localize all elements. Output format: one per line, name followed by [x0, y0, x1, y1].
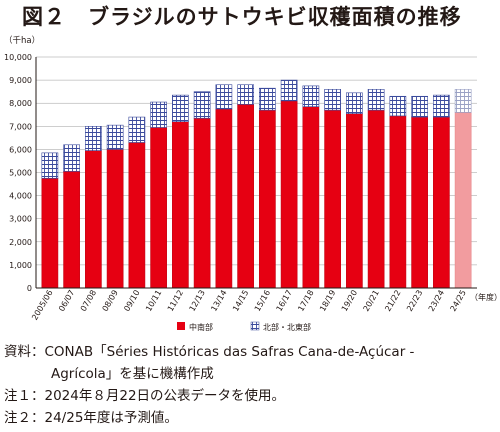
x-tick-label: 15/16 — [253, 289, 272, 313]
bar-north-northeast — [389, 95, 407, 117]
note-1-text: 2024年８月22日の公表データを使用。 — [44, 388, 286, 404]
legend-label-north: 北部・北東部 — [263, 322, 311, 332]
x-tick-label: 11/12 — [166, 289, 185, 313]
y-tick-label: 5,000 — [9, 169, 32, 178]
x-tick-label: 07/08 — [79, 289, 98, 313]
bar-south-central — [411, 116, 428, 289]
bar-chart: 0 1,000 2,000 3,000 4,000 5,000 6,000 7,000 8,00… — [4, 53, 500, 332]
x-axis-ticks: 2005/06 06/07 07/08 08/09 09/10 10/11 11/12 12/… — [30, 289, 468, 322]
bar-north-northeast — [367, 89, 385, 111]
x-tick-label: 19/20 — [340, 289, 359, 313]
grid-lines — [36, 56, 477, 266]
legend: 中南部 北部・北東部 — [177, 321, 311, 332]
bar-south-central — [128, 142, 146, 289]
note-1-label: 注１： — [4, 388, 45, 404]
source-text: CONAB「Séries Históricas das Safras Cana-… — [44, 344, 415, 360]
x-tick-label: 18/19 — [318, 289, 337, 313]
bar-south-central — [150, 127, 167, 289]
bar-north-northeast — [128, 116, 146, 143]
x-tick-label: 16/17 — [275, 289, 294, 313]
bar-south-central — [106, 149, 124, 289]
bar-south-central — [41, 177, 59, 289]
bar-south-central — [259, 109, 276, 289]
note-2-label: 注２： — [4, 410, 45, 426]
x-tick-label: 21/22 — [383, 289, 402, 313]
y-tick-label: 2,000 — [9, 238, 32, 247]
bar-north-northeast — [259, 87, 276, 111]
y-tick-label: 10,000 — [4, 53, 32, 62]
notes: 資料：CONAB「Séries Históricas das Safras Ca… — [4, 341, 498, 429]
x-tick-label: 13/14 — [209, 289, 228, 313]
x-tick-label: 08/09 — [101, 289, 120, 313]
legend-swatch-south — [177, 322, 185, 330]
x-tick-label: 17/18 — [296, 289, 315, 313]
x-unit-label: （年度） — [470, 292, 500, 302]
bar-south-central — [433, 116, 450, 289]
bar-north-northeast — [237, 84, 254, 105]
y-tick-label: 1,000 — [9, 261, 32, 270]
x-tick-label: 14/15 — [231, 289, 250, 313]
legend-swatch-north — [250, 321, 260, 331]
bar-north-northeast — [302, 85, 320, 107]
note-2-text: 24/25年度は予測値。 — [44, 410, 178, 426]
y-axis-ticks: 0 1,000 2,000 3,000 4,000 5,000 6,000 7,000 8,00… — [4, 53, 32, 293]
x-tick-label: 09/10 — [122, 289, 141, 313]
y-tick-label: 4,000 — [9, 192, 32, 201]
bar-south-central — [193, 117, 211, 289]
x-tick-label: 24/25 — [449, 289, 468, 313]
y-tick-label: 8,000 — [9, 99, 32, 108]
bar-north-northeast — [193, 91, 211, 119]
source-note: 資料：CONAB「Séries Históricas das Safras Ca… — [4, 341, 498, 363]
bar-south-central — [346, 113, 363, 289]
x-tick-label: 10/11 — [144, 289, 163, 313]
note-1: 注１：2024年８月22日の公表データを使用。 — [4, 385, 498, 407]
y-tick-label: 9,000 — [9, 76, 32, 85]
bar-south-central — [215, 108, 233, 289]
bar-south-central — [454, 112, 472, 289]
y-tick-label: 3,000 — [9, 215, 32, 224]
bar-south-central — [85, 150, 102, 289]
bars — [41, 79, 472, 289]
x-tick-label: 2005/06 — [30, 289, 54, 322]
bar-north-northeast — [63, 144, 80, 172]
bar-south-central — [237, 104, 254, 289]
x-tick-label: 22/23 — [405, 289, 424, 313]
bar-north-northeast — [411, 95, 428, 118]
legend-label-south: 中南部 — [189, 322, 213, 332]
source-label: 資料： — [4, 344, 45, 360]
bar-south-central — [172, 121, 189, 289]
x-tick-label: 06/07 — [57, 289, 76, 313]
bar-north-northeast — [454, 89, 472, 113]
bar-north-northeast — [215, 84, 233, 110]
y-tick-label: 0 — [27, 284, 32, 293]
y-tick-label: 6,000 — [9, 145, 32, 154]
bar-south-central — [367, 109, 385, 289]
bar-south-central — [389, 115, 407, 289]
x-tick-label: 20/21 — [362, 289, 381, 313]
bar-north-northeast — [172, 94, 189, 122]
source-note-continued: Agrícola」を基に機構作成 — [4, 363, 498, 385]
source-text-continued: Agrícola」を基に機構作成 — [51, 366, 214, 382]
x-tick-label: 23/24 — [427, 289, 446, 313]
bar-north-northeast — [150, 101, 167, 128]
bar-south-central — [280, 100, 298, 289]
bar-north-northeast — [106, 124, 124, 150]
page-title: 図２ ブラジルのサトウキビ収穫面積の推移 — [22, 5, 462, 29]
bar-north-northeast — [324, 89, 341, 111]
bar-south-central — [63, 171, 80, 289]
bar-north-northeast — [346, 92, 363, 114]
y-tick-label: 7,000 — [9, 122, 32, 131]
bar-south-central — [324, 109, 341, 289]
bar-south-central — [302, 106, 320, 289]
y-unit-label: （千ha） — [4, 36, 41, 46]
note-2: 注２：24/25年度は予測値。 — [4, 407, 498, 429]
bar-north-northeast — [85, 126, 102, 151]
bar-north-northeast — [280, 79, 298, 102]
bar-north-northeast — [41, 152, 59, 179]
bar-north-northeast — [433, 94, 450, 118]
x-tick-label: 12/13 — [188, 289, 207, 313]
